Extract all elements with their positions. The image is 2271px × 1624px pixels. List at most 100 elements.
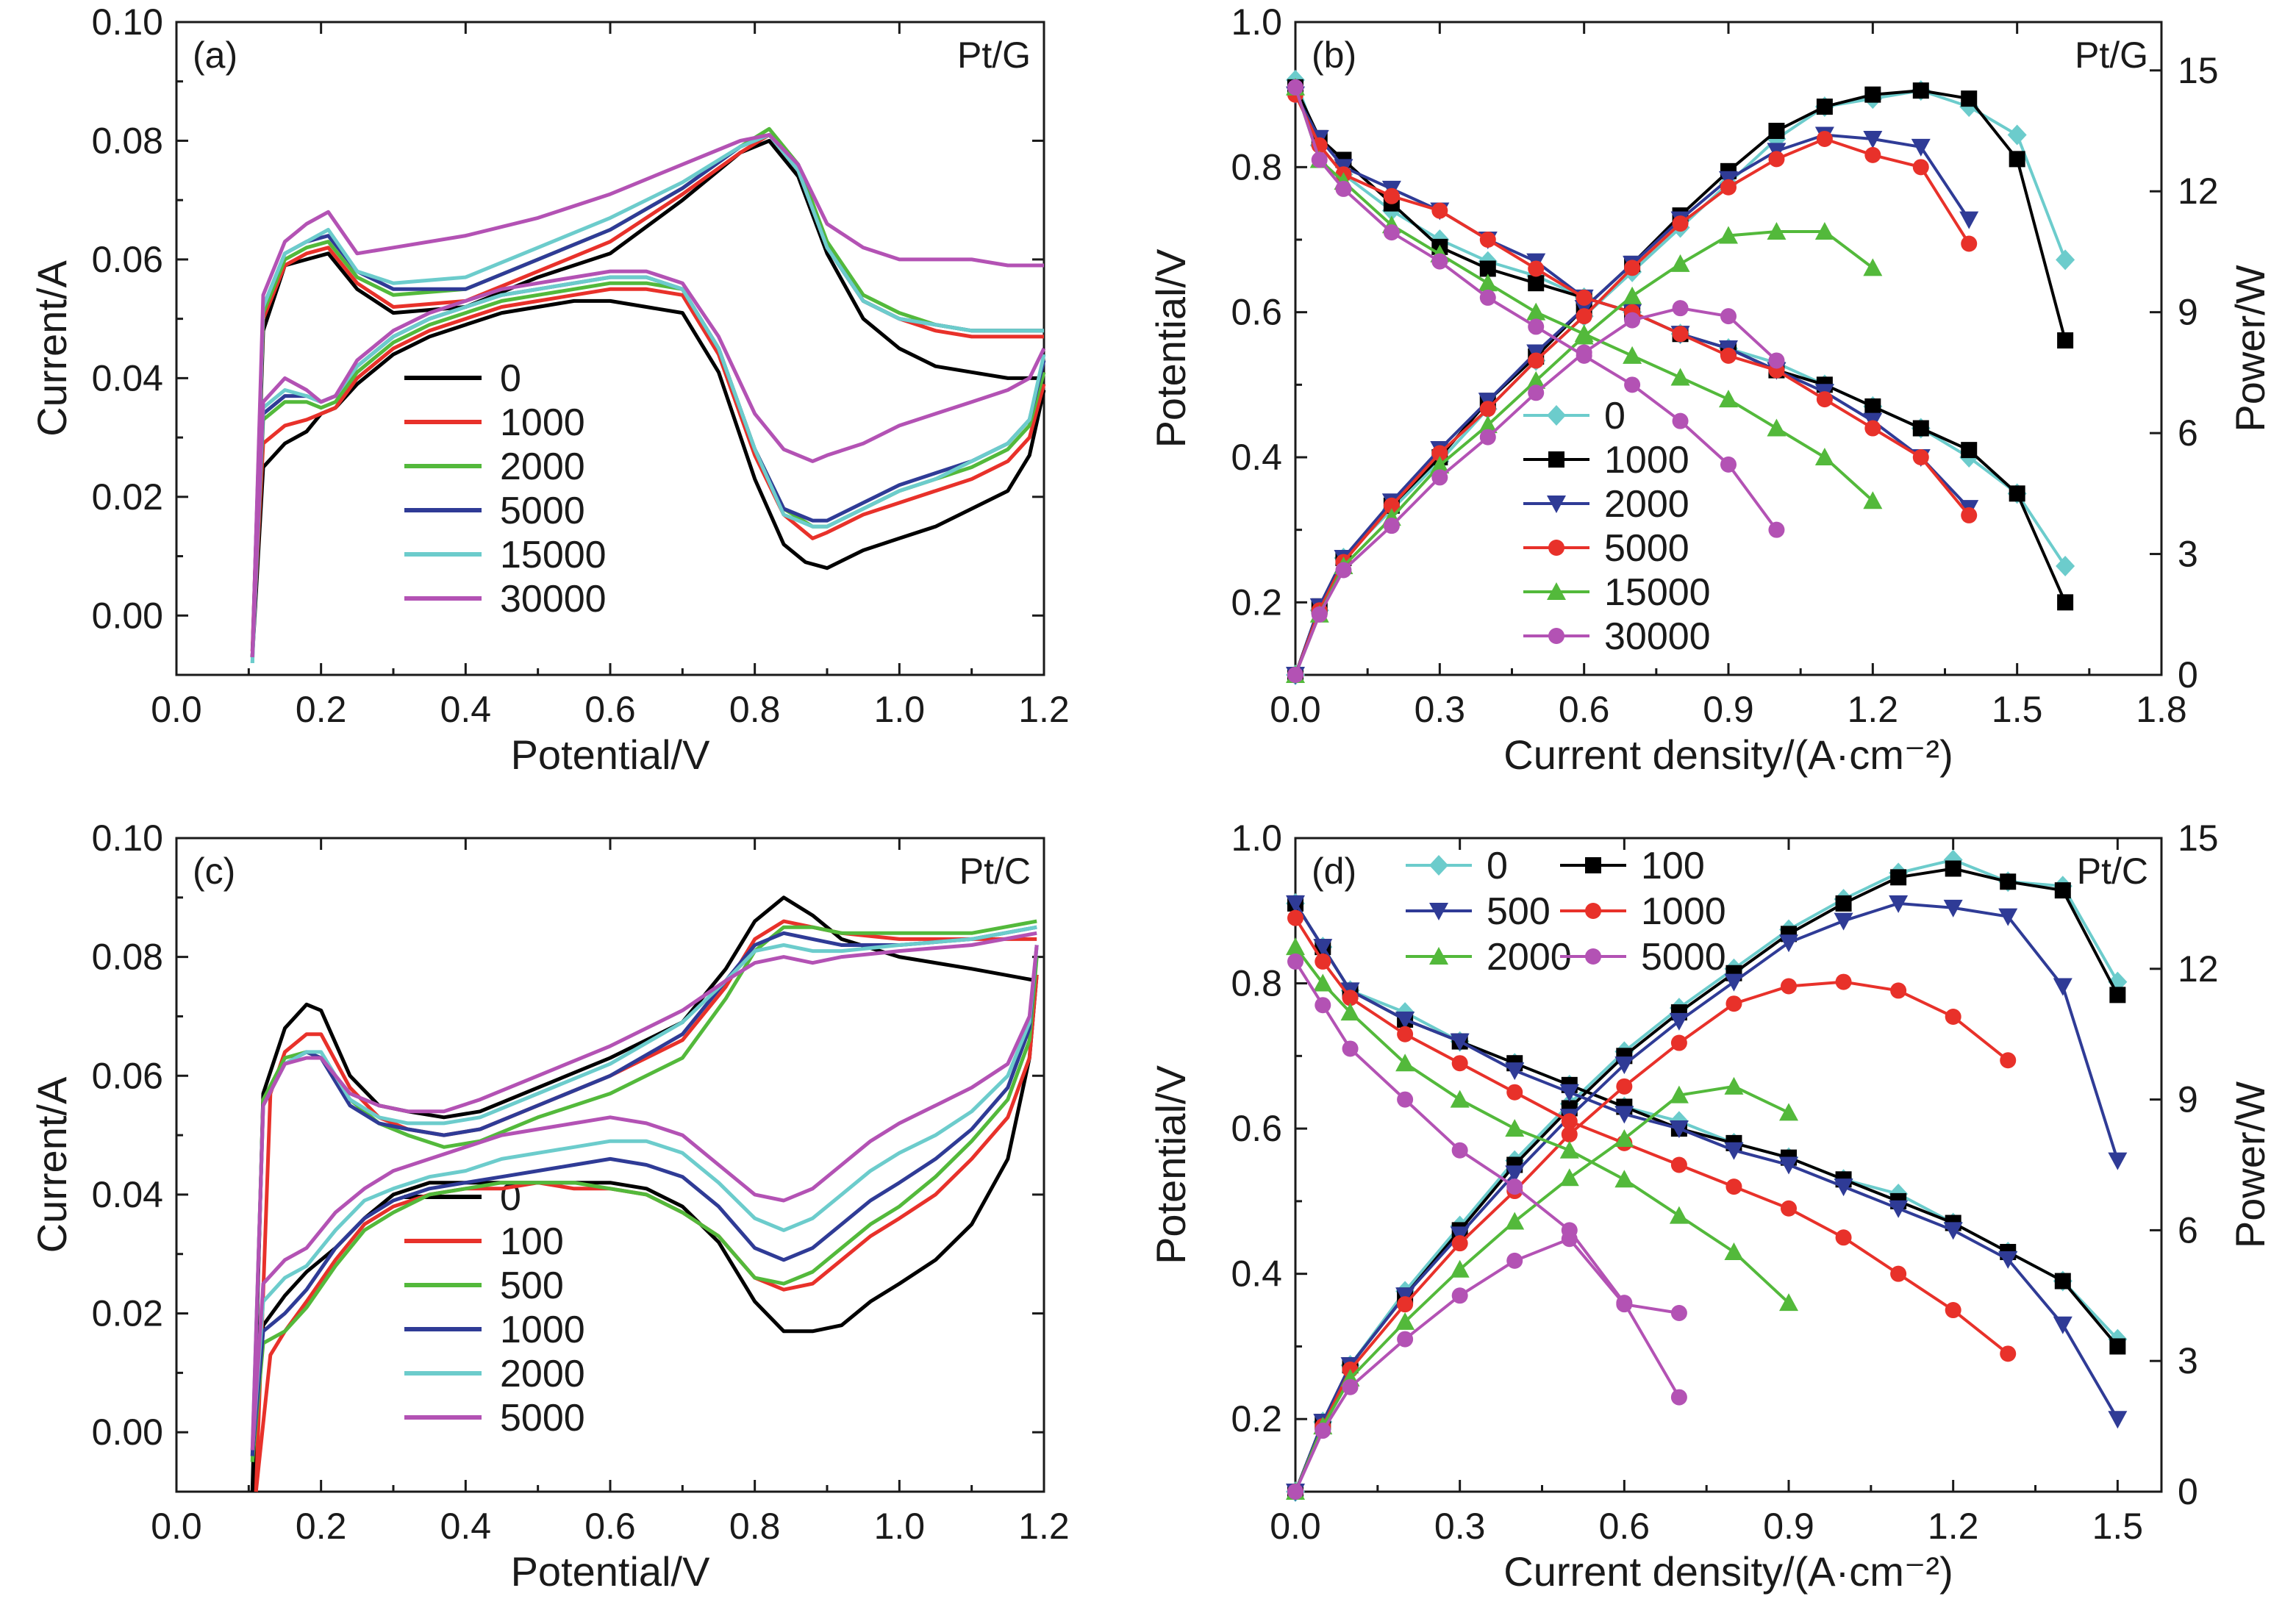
x-tick-label: 0.0 [1270,1506,1321,1547]
potential-point [1397,1091,1414,1108]
power-point [1342,1378,1359,1395]
power-point [1576,344,1592,361]
power-point [1863,130,1883,149]
y-tick-label: 0.6 [1231,1108,1282,1149]
potential-point [1945,1302,1961,1319]
power-point [1451,1287,1468,1304]
potential-point [1315,997,1331,1014]
potential-point [1863,491,1883,509]
cv-curve-lower [250,269,1046,657]
legend-label: 100 [1641,845,1705,887]
panel-c-cv-pt-c: 0.0 0.2 0.4 0.6 0.8 1.0 1.2 0.00 0.02 0.04 0.06 0.0… [29,818,1070,1595]
potential-point [2009,485,2025,502]
cv-curve-lower [254,974,1039,1492]
y2-tick-label: 15 [2178,818,2219,859]
power-point [1526,371,1546,389]
potential-point [1505,1119,1525,1137]
potential-point [1961,442,1978,459]
sample-label: Pt/G [2075,35,2148,76]
power-point [1768,352,1785,369]
power-point [1397,1331,1414,1348]
x-tick-label: 1.2 [1018,689,1070,730]
legend-marker [1429,855,1448,876]
potential-point [1781,1200,1798,1217]
legend-label: 30000 [500,578,607,620]
legend-marker [1585,948,1601,965]
x-tick-label: 0.2 [296,1506,347,1547]
potential-point [1342,990,1359,1006]
series-30000 [250,132,1046,657]
potential-point [1725,1178,1742,1195]
cv-curve-upper [250,931,1037,1450]
power-point [1315,1423,1331,1439]
power-point [1768,123,1785,139]
potential-point [1814,448,1834,465]
power-point [2000,873,2017,890]
power-curve [1294,980,2009,1492]
potential-point [1342,1040,1359,1057]
x-tick-label: 0.4 [440,689,492,730]
cv-curve-lower [250,275,1046,664]
power-point [2109,987,2126,1004]
power-point [2053,978,2072,996]
power-point [1383,497,1400,514]
cv-curve-lower [250,945,1039,1450]
potential-point [1719,390,1738,408]
y-tick-label: 0.00 [92,1412,163,1453]
power-point [1397,1296,1414,1313]
power-point [1672,215,1689,232]
potential-point [1505,1062,1525,1081]
power-point [1834,912,1853,931]
power-point [1945,860,1961,877]
x-tick-label: 1.8 [2136,689,2187,730]
legend-marker [1547,582,1566,600]
power-point [1430,455,1450,473]
legend-label: 2000 [500,1353,585,1395]
legend-label: 5000 [500,490,585,532]
potential-point [1724,1242,1744,1261]
y-tick-label: 0.6 [1231,292,1282,333]
series-15000 [250,132,1046,664]
power-point [1945,1008,1961,1025]
potential-point [2057,594,2074,611]
potential-curve [1294,93,1970,517]
power-point [1998,908,2018,926]
potential-point [1614,1170,1634,1188]
y-tick-label: 0.08 [92,120,163,161]
potential-point [1720,456,1737,473]
power-point [1835,895,1852,912]
potential-point [1451,1142,1468,1159]
power-point [1670,1034,1687,1051]
legend-marker [1429,903,1448,920]
cv-curve-upper [250,132,1044,657]
x-tick-label: 0.3 [1434,1506,1486,1547]
x-tick-label: 0.4 [440,1506,492,1547]
potential-point [2109,1338,2126,1355]
potential-point [1943,1222,1963,1240]
potential-point [1528,318,1545,335]
potential-point [1720,347,1737,364]
power-point [1528,384,1545,401]
potential-point [1670,1389,1687,1406]
legend-label: 5000 [500,1397,585,1439]
potential-point [1287,79,1303,96]
power-point [1561,1231,1578,1248]
legend-label: 15000 [1604,571,1711,614]
power-point [1561,1126,1578,1143]
power-point [2057,332,2074,349]
legend-label: 1000 [500,401,585,444]
power-point [1506,1252,1523,1269]
potential-point [1286,895,1305,913]
x-tick-label: 0.2 [296,689,347,730]
power-point [1624,312,1641,329]
y2-tick-label: 0 [2178,1471,2198,1512]
power-point [1614,1056,1634,1075]
potential-point [1431,202,1448,219]
potential-point [1961,507,1978,523]
legend-marker [1548,451,1564,468]
potential-point [1672,326,1689,343]
x-tick-label: 1.5 [1992,689,2043,730]
panel-label: (a) [193,35,237,76]
potential-point [1506,1084,1523,1101]
